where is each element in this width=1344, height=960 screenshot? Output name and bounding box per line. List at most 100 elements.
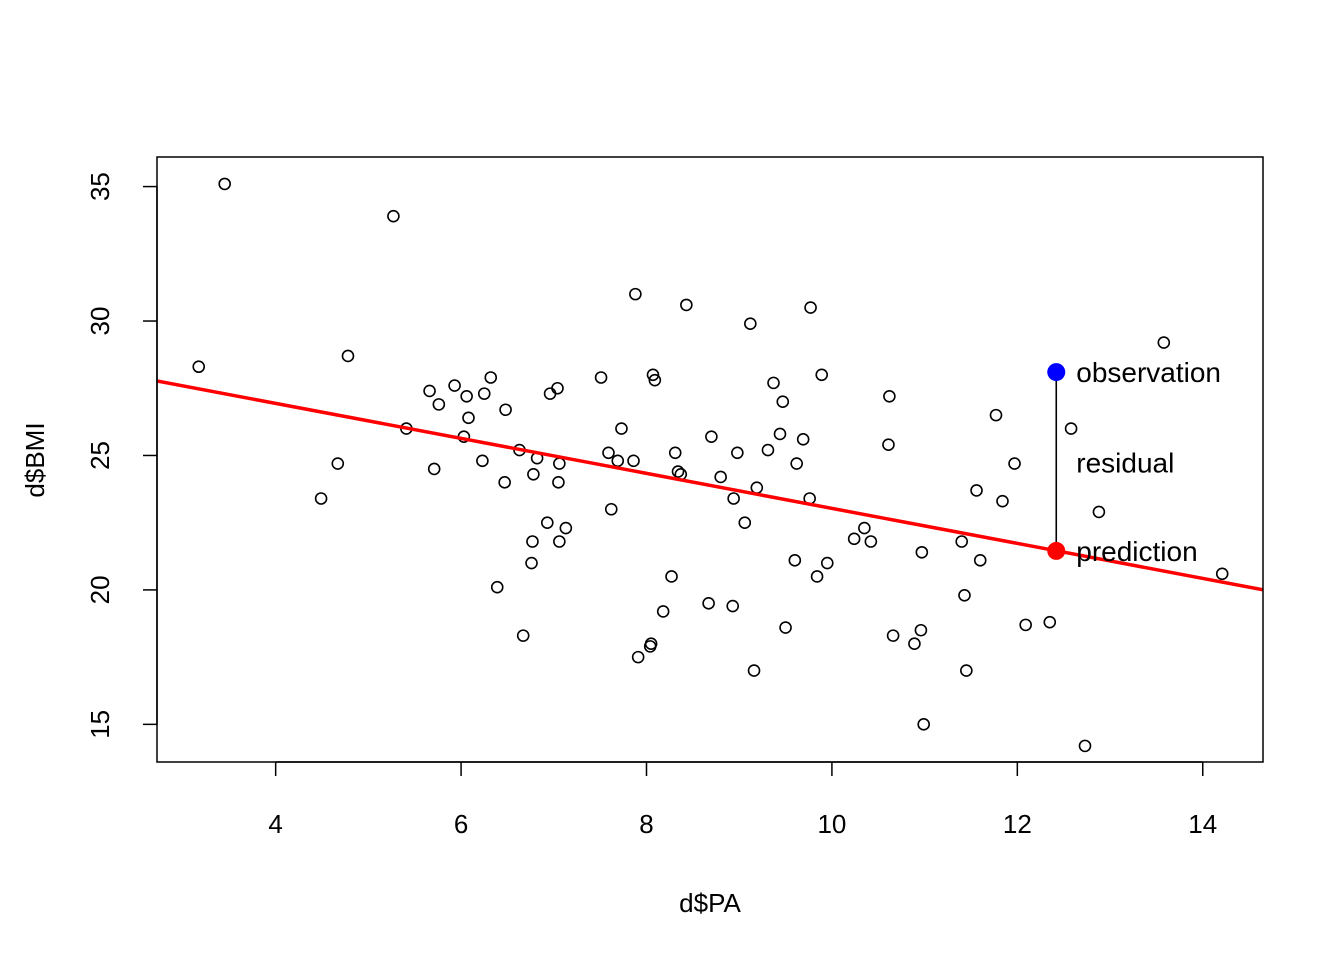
data-point [525,556,538,570]
data-point [1043,615,1057,629]
data-point [314,492,328,505]
data-point [776,395,790,408]
data-point [1215,567,1229,581]
y-tick-label: 35 [85,172,115,201]
data-point [864,535,878,548]
data-point [820,556,834,570]
data-point [727,492,740,505]
y-tick-label: 30 [85,307,115,336]
y-axis-label: d$BMI [20,422,50,497]
data-point [644,637,658,650]
data-point [915,545,929,559]
data-point [744,317,757,331]
data-point [761,443,775,457]
data-point [192,360,206,374]
data-point [499,403,512,417]
data-point [656,605,670,618]
marks-layer [157,177,1263,753]
data-point [448,379,461,392]
data-point [423,384,436,398]
y-axis: 15 20 25 30 35 [85,172,158,739]
data-point [882,438,895,452]
x-axis: 4 6 8 10 12 14 [268,761,1217,839]
data-point [1092,505,1106,519]
data-point [432,398,446,411]
data-point [665,570,678,583]
prediction-point [1047,541,1066,560]
data-point [779,621,792,634]
data-point [847,532,861,546]
data-point [1019,618,1032,632]
data-point [958,588,971,602]
annotation-residual: residual [1076,448,1174,479]
data-point [559,521,573,535]
annotation-prediction: prediction [1076,536,1197,567]
data-point [646,368,660,382]
data-point [627,454,640,468]
data-point [602,446,615,460]
data-point [490,580,504,594]
data-point [498,476,511,489]
data-point [1064,422,1078,435]
data-point [552,476,565,489]
data-point [526,535,539,548]
x-tick-label: 6 [454,809,468,839]
data-point [594,371,608,384]
data-point [540,516,554,529]
data-point [668,446,682,460]
data-point [738,516,752,529]
x-axis-label: d$PA [679,888,741,918]
data-point [804,301,817,314]
data-point [810,570,824,583]
data-point [387,209,400,223]
data-point [790,457,803,470]
data-point [484,371,498,384]
data-point [883,390,896,403]
data-point [1078,739,1092,753]
data-point [996,494,1009,508]
regression-line [157,379,1263,592]
data-point [731,446,744,460]
x-tick-label: 12 [1003,809,1032,839]
data-point [908,637,921,650]
y-tick-label: 25 [85,441,115,470]
data-point [705,430,718,443]
data-point [341,349,355,363]
data-point [714,470,727,484]
data-point [527,467,540,481]
data-point [815,368,829,382]
data-point [462,411,475,425]
data-point [955,535,969,548]
data-point [331,457,345,470]
data-point [747,664,761,677]
data-point [917,718,930,731]
data-point [1008,457,1021,470]
data-point [218,177,231,191]
data-point [1157,336,1171,349]
y-tick-label: 15 [85,710,115,739]
data-point [551,381,564,395]
data-point [989,408,1003,422]
data-point [615,422,628,435]
data-point [726,599,740,613]
x-tick-label: 8 [639,809,653,839]
data-point [516,629,530,642]
data-point [796,433,810,446]
data-point [427,462,441,476]
data-point [702,597,715,610]
data-point [629,287,642,301]
x-tick-label: 4 [268,809,282,839]
data-point [970,484,983,497]
data-point [858,521,871,535]
data-point [460,390,473,403]
y-tick-label: 20 [85,575,115,604]
x-tick-label: 14 [1188,809,1217,839]
data-point [476,454,489,468]
data-point [973,554,987,567]
observation-point [1047,363,1066,382]
annotation-observation: observation [1076,357,1221,388]
data-point [671,465,685,478]
data-point [477,387,491,400]
data-point [914,623,928,637]
